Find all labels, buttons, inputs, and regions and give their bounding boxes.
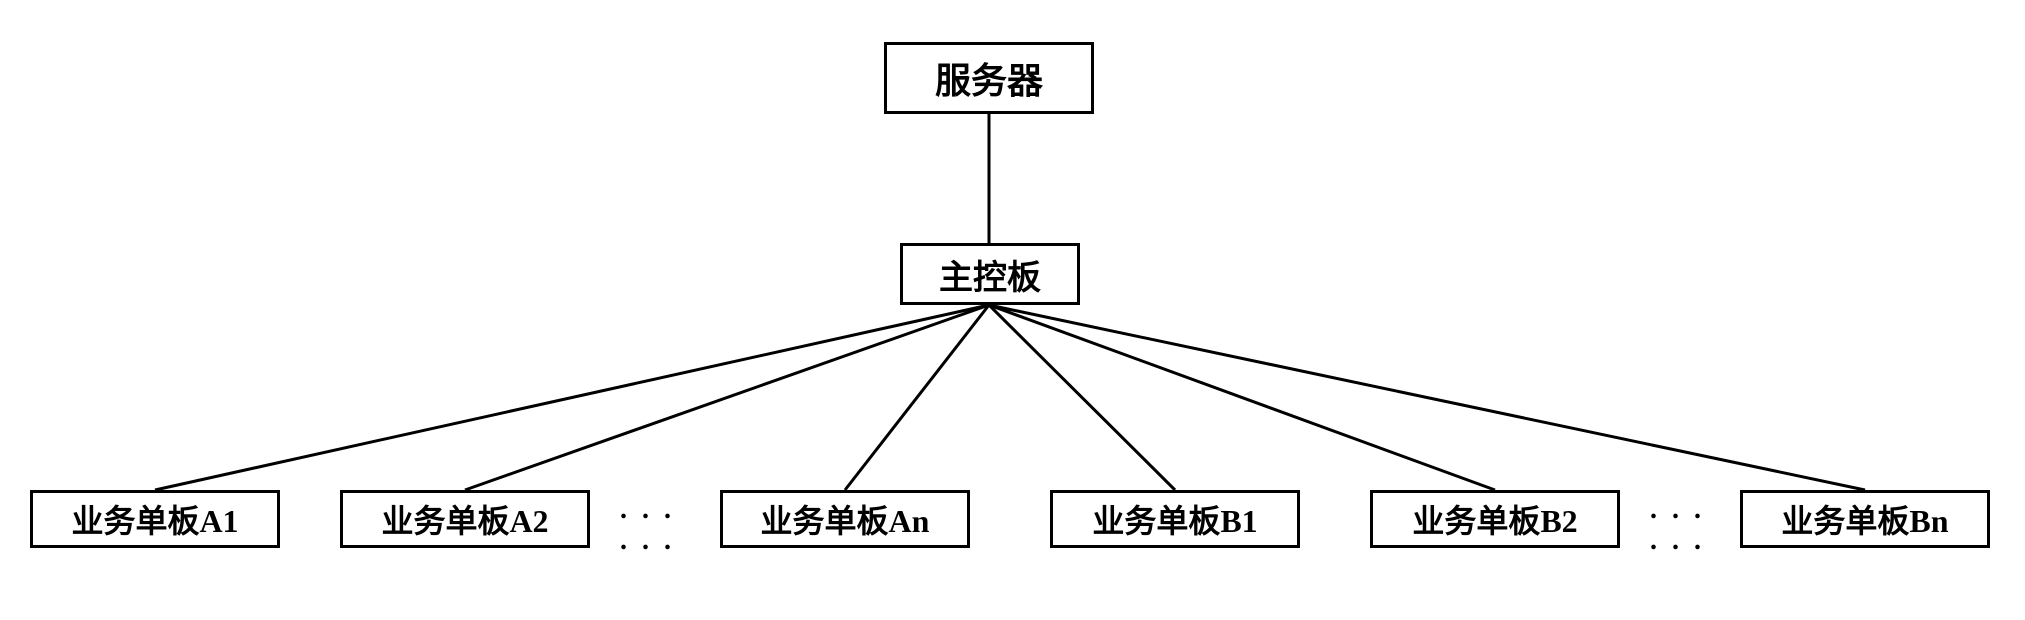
edge-controller-b2 — [989, 305, 1495, 490]
node-leaf-b1: 业务单板B1 — [1050, 490, 1300, 548]
edge-controller-a1 — [155, 305, 989, 490]
node-leaf-b2: 业务单板B2 — [1370, 490, 1620, 548]
ellipsis-a-row2: . . . — [620, 526, 675, 557]
edge-controller-bn — [989, 305, 1865, 490]
ellipsis-a: . . . . . . — [620, 495, 675, 557]
ellipsis-a-row1: . . . — [620, 495, 675, 526]
node-leaf-bn: 业务单板Bn — [1740, 490, 1990, 548]
edge-controller-an — [845, 305, 989, 490]
ellipsis-b-row2: . . . — [1650, 526, 1705, 557]
node-leaf-an: 业务单板An — [720, 490, 970, 548]
node-leaf-a1-label: 业务单板A1 — [71, 496, 238, 542]
ellipsis-b: . . . . . . — [1650, 495, 1705, 557]
node-leaf-bn-label: 业务单板Bn — [1781, 496, 1948, 542]
node-controller: 主控板 — [900, 243, 1080, 305]
node-server-label: 服务器 — [935, 52, 1043, 104]
edge-controller-b1 — [989, 305, 1175, 490]
edge-controller-a2 — [465, 305, 989, 490]
node-leaf-b1-label: 业务单板B1 — [1092, 496, 1257, 542]
node-leaf-a2-label: 业务单板A2 — [381, 496, 548, 542]
node-server: 服务器 — [884, 42, 1094, 114]
node-leaf-an-label: 业务单板An — [761, 496, 930, 542]
node-leaf-a2: 业务单板A2 — [340, 490, 590, 548]
node-controller-label: 主控板 — [939, 250, 1041, 299]
node-leaf-a1: 业务单板A1 — [30, 490, 280, 548]
ellipsis-b-row1: . . . — [1650, 495, 1705, 526]
node-leaf-b2-label: 业务单板B2 — [1412, 496, 1577, 542]
